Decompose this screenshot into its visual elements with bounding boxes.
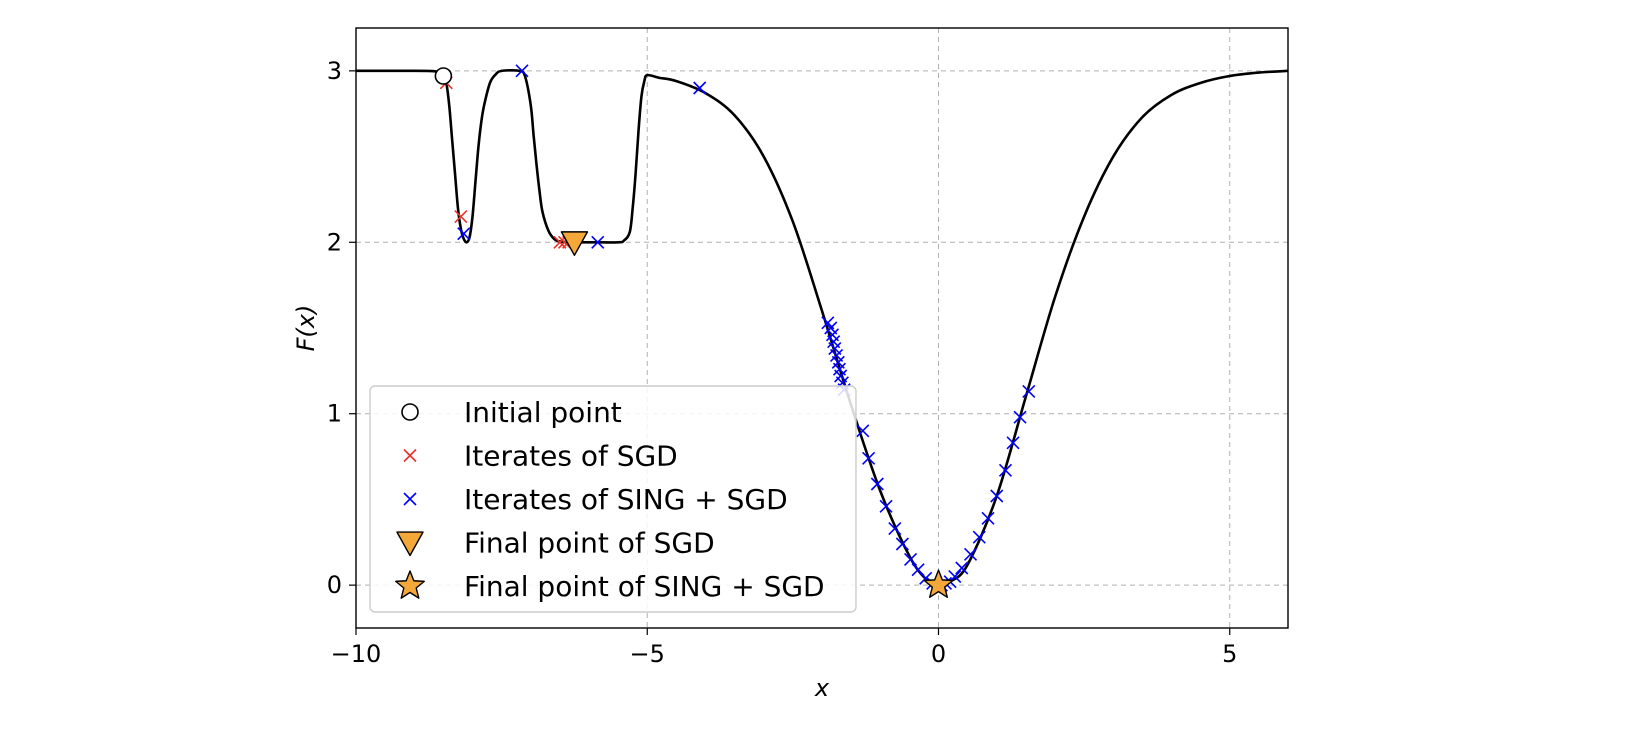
legend-star-icon <box>395 570 425 599</box>
sing-sgd-iterate-marker <box>955 561 969 575</box>
sing-sgd-iterate-marker <box>862 451 876 465</box>
y-tick-label: 2 <box>327 228 342 256</box>
legend-label: Initial point <box>464 396 622 429</box>
sing-sgd-iterate-marker <box>981 511 995 525</box>
legend: Initial point Iterates of SGD Iterates of … <box>369 385 857 613</box>
legend-triangle-icon <box>396 531 424 557</box>
legend-box <box>369 385 857 613</box>
sing-sgd-iterate-marker <box>457 227 471 241</box>
sgd-final-point-marker <box>560 231 589 256</box>
sing-sgd-iterate-marker <box>972 530 986 544</box>
legend-red-x-icon <box>403 448 417 463</box>
y-tick-label: 0 <box>327 571 342 599</box>
sing-sgd-iterate-marker <box>879 499 893 513</box>
sing-sgd-iterate-marker <box>990 489 1004 503</box>
legend-label: Iterates of SING + SGD <box>464 483 788 516</box>
x-tick-label: 5 <box>1222 640 1237 668</box>
axis-ticks: −10 −5 0 5 0 1 2 3 <box>327 57 1238 668</box>
legend-label: Iterates of SGD <box>464 440 678 473</box>
sing-sgd-iterate-marker <box>515 64 529 78</box>
sing-sgd-iterate-marker <box>693 81 707 95</box>
sing-sgd-iterate-marker <box>903 552 918 566</box>
sing-sgd-iterate-marker <box>1022 384 1036 398</box>
sing-sgd-iterate-marker <box>856 424 870 438</box>
x-tick-label: −10 <box>331 640 382 668</box>
legend-label: Final point of SING + SGD <box>464 570 825 603</box>
legend-circle-icon <box>401 403 419 421</box>
sing-sgd-iterate-marker <box>1006 436 1020 450</box>
x-axis-label: x <box>814 674 830 702</box>
sing-sgd-iterate-marker <box>1013 410 1027 424</box>
sing-sgd-final-point-marker <box>923 569 954 598</box>
sing-sgd-iterate-marker <box>998 463 1013 477</box>
sing-sgd-iterate-marker <box>870 477 884 491</box>
x-tick-label: −5 <box>630 640 665 668</box>
x-tick-label: 0 <box>931 640 946 668</box>
y-tick-label: 1 <box>327 400 342 428</box>
y-tick-label: 3 <box>327 57 342 85</box>
sing-sgd-iterate-marker <box>963 547 978 561</box>
initial-point-marker <box>434 67 453 85</box>
sing-sgd-iterate-marker <box>591 235 605 249</box>
legend-label: Final point of SGD <box>464 527 715 560</box>
sing-sgd-iterate-marker <box>888 522 902 536</box>
legend-blue-x-icon <box>403 492 417 506</box>
plot-area-frame <box>355 27 1289 629</box>
y-axis-label: F(x) <box>292 305 320 352</box>
sing-sgd-iterate-marker <box>895 537 909 551</box>
sgd-iterate-marker <box>454 210 468 224</box>
markers-layer <box>434 64 1036 598</box>
